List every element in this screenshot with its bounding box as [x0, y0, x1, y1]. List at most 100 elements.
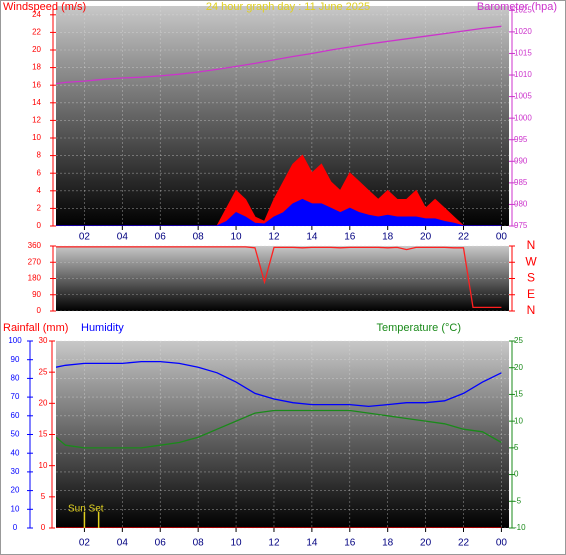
series-group: [56, 25, 502, 226]
y-tick-label: 1010: [514, 70, 532, 79]
x-tick-label: 00: [496, 232, 508, 243]
y-tick-label: 40: [11, 448, 20, 457]
y-tick-label: 25: [39, 367, 48, 376]
x-tick-label: 18: [382, 538, 394, 549]
y-tick-label: 6: [37, 168, 42, 177]
x-tick-label: 06: [155, 538, 167, 549]
title: 24 hour graph day : 11 June 2025: [206, 1, 370, 13]
x-tick-label: 04: [117, 538, 129, 549]
y-tick-label: -5: [514, 496, 522, 505]
y-tick-label: 18: [32, 63, 41, 72]
y-label: Humidity: [81, 322, 124, 334]
y-tick-label: 12: [32, 116, 41, 125]
y-tick-label: 985: [514, 178, 528, 187]
y-tick-label: 980: [514, 200, 528, 209]
y-tick-label: 975: [514, 221, 528, 230]
y3-label: Rainfall (mm): [3, 322, 68, 334]
y-tick-label: S: [527, 271, 535, 285]
x-tick-label: 10: [231, 232, 243, 243]
series-line: [56, 246, 502, 309]
y-tick-label: 15: [39, 430, 48, 439]
x-tick-label: 06: [155, 232, 167, 243]
x-tick-label: 08: [193, 538, 205, 549]
y-tick-label: 20: [39, 398, 48, 407]
y-tick-label: N: [527, 238, 536, 252]
y-label: Windspeed (m/s): [3, 1, 86, 13]
x-tick-label: 22: [458, 232, 470, 243]
series-line: [56, 154, 502, 226]
x-tick-label: 20: [420, 232, 432, 243]
y-tick-label: 15: [514, 390, 523, 399]
y-tick-label: 10: [11, 504, 20, 513]
x-tick-label: 18: [382, 232, 394, 243]
y-tick-label: 30: [39, 336, 48, 345]
y-tick-label: 20: [32, 45, 41, 54]
series-line: [56, 409, 502, 449]
y-tick-label: 180: [28, 274, 42, 283]
x-tick-label: 16: [344, 232, 356, 243]
x-tick-label: 10: [231, 538, 243, 549]
series-line: [56, 360, 502, 408]
y-tick-label: 270: [28, 257, 42, 266]
y-tick-label: 14: [32, 98, 41, 107]
y-tick-label: 5: [514, 443, 519, 452]
y-tick-label: 0: [37, 221, 42, 230]
x-tick-label: 14: [306, 232, 318, 243]
y-tick-label: 30: [11, 467, 20, 476]
y-tick-label: 0: [13, 523, 18, 532]
x-tick-label: 00: [496, 538, 508, 549]
y-tick-label: 16: [32, 80, 41, 89]
y-tick-label: 4: [37, 186, 42, 195]
series-group: [56, 360, 502, 528]
y-tick-label: 90: [32, 290, 41, 299]
x-tick-label: 02: [79, 538, 91, 549]
series-line: [56, 25, 502, 85]
y-tick-label: 100: [8, 336, 22, 345]
x-tick-label: 12: [268, 232, 280, 243]
y-tick-label: 995: [514, 135, 528, 144]
y-tick-label: 50: [11, 430, 20, 439]
y-tick-label: 70: [11, 392, 20, 401]
y-tick-label: 1020: [514, 27, 532, 36]
x-tick-label: 20: [420, 538, 432, 549]
x-tick-label: 22: [458, 538, 470, 549]
y2-label: Barometer (hpa): [477, 1, 557, 13]
y2-label: Temperature (°C): [377, 322, 461, 334]
y-tick-label: 0: [37, 306, 42, 315]
y-tick-label: W: [525, 254, 537, 268]
y-tick-label: E: [527, 287, 535, 301]
y-tick-label: 0: [41, 523, 46, 532]
y-tick-label: 80: [11, 374, 20, 383]
y-tick-label: N: [527, 303, 536, 317]
y-tick-label: 1000: [514, 113, 532, 122]
x-tick-label: 14: [306, 538, 318, 549]
y-tick-label: 10: [32, 133, 41, 142]
y-tick-label: 1025: [514, 5, 532, 14]
y-tick-label: 1015: [514, 49, 532, 58]
y-tick-label: 20: [11, 486, 20, 495]
x-tick-label: 02: [79, 232, 91, 243]
y-tick-label: 24: [32, 10, 41, 19]
y-tick-label: 25: [514, 336, 523, 345]
annotation: Sun Set: [68, 504, 104, 515]
y-tick-label: 5: [41, 492, 46, 501]
y-tick-label: 1005: [514, 92, 532, 101]
y-tick-label: 22: [32, 28, 41, 37]
y-tick-label: -10: [514, 523, 526, 532]
x-tick-label: 04: [117, 232, 129, 243]
y-tick-label: 990: [514, 156, 528, 165]
series-group: [56, 246, 502, 309]
x-tick-label: 16: [344, 538, 356, 549]
y-tick-label: 10: [514, 416, 523, 425]
y-tick-label: 60: [11, 411, 20, 420]
y-tick-label: 0: [514, 470, 519, 479]
y-tick-label: 360: [28, 241, 42, 250]
x-tick-label: 08: [193, 232, 205, 243]
y-tick-label: 2: [37, 204, 42, 213]
y-tick-label: 8: [37, 151, 42, 160]
y-tick-label: 20: [514, 363, 523, 372]
y-tick-label: 90: [11, 355, 20, 364]
y-tick-label: 10: [39, 461, 48, 470]
